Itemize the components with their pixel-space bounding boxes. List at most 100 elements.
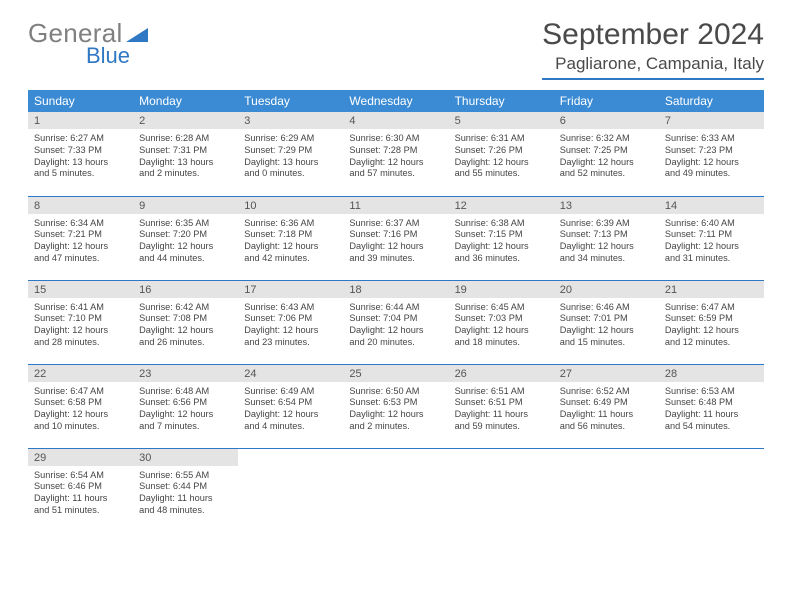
daylight-line1: Daylight: 12 hours	[34, 409, 127, 421]
daylight-line2: and 15 minutes.	[560, 337, 653, 349]
daylight-line1: Daylight: 12 hours	[349, 325, 442, 337]
daylight-line2: and 31 minutes.	[665, 253, 758, 265]
day-number: 18	[343, 281, 448, 298]
weekday-header: Saturday	[659, 90, 764, 112]
sunset: Sunset: 7:31 PM	[139, 145, 232, 157]
day-number: 25	[343, 365, 448, 382]
sunrise: Sunrise: 6:32 AM	[560, 133, 653, 145]
day-details: Sunrise: 6:33 AMSunset: 7:23 PMDaylight:…	[659, 129, 764, 185]
sunrise: Sunrise: 6:29 AM	[244, 133, 337, 145]
sunset: Sunset: 6:54 PM	[244, 397, 337, 409]
sunset: Sunset: 6:51 PM	[455, 397, 548, 409]
calendar-cell: 27Sunrise: 6:52 AMSunset: 6:49 PMDayligh…	[554, 364, 659, 448]
calendar-cell: 5Sunrise: 6:31 AMSunset: 7:26 PMDaylight…	[449, 112, 554, 196]
sunset: Sunset: 7:25 PM	[560, 145, 653, 157]
daylight-line2: and 7 minutes.	[139, 421, 232, 433]
calendar-cell: 22Sunrise: 6:47 AMSunset: 6:58 PMDayligh…	[28, 364, 133, 448]
day-details: Sunrise: 6:35 AMSunset: 7:20 PMDaylight:…	[133, 214, 238, 270]
day-details: Sunrise: 6:55 AMSunset: 6:44 PMDaylight:…	[133, 466, 238, 522]
calendar-cell: 15Sunrise: 6:41 AMSunset: 7:10 PMDayligh…	[28, 280, 133, 364]
daylight-line2: and 10 minutes.	[34, 421, 127, 433]
day-number: 14	[659, 197, 764, 214]
daylight-line1: Daylight: 12 hours	[665, 325, 758, 337]
calendar-cell	[554, 448, 659, 532]
day-details: Sunrise: 6:32 AMSunset: 7:25 PMDaylight:…	[554, 129, 659, 185]
sunset: Sunset: 7:03 PM	[455, 313, 548, 325]
day-number: 26	[449, 365, 554, 382]
sunrise: Sunrise: 6:46 AM	[560, 302, 653, 314]
sunset: Sunset: 7:33 PM	[34, 145, 127, 157]
sunset: Sunset: 7:04 PM	[349, 313, 442, 325]
day-details: Sunrise: 6:42 AMSunset: 7:08 PMDaylight:…	[133, 298, 238, 354]
sunrise: Sunrise: 6:51 AM	[455, 386, 548, 398]
sunset: Sunset: 7:16 PM	[349, 229, 442, 241]
day-details: Sunrise: 6:47 AMSunset: 6:59 PMDaylight:…	[659, 298, 764, 354]
daylight-line1: Daylight: 12 hours	[244, 409, 337, 421]
sunset: Sunset: 7:26 PM	[455, 145, 548, 157]
daylight-line2: and 51 minutes.	[34, 505, 127, 517]
calendar-cell: 2Sunrise: 6:28 AMSunset: 7:31 PMDaylight…	[133, 112, 238, 196]
day-details: Sunrise: 6:52 AMSunset: 6:49 PMDaylight:…	[554, 382, 659, 438]
daylight-line1: Daylight: 12 hours	[665, 241, 758, 253]
sunset: Sunset: 6:48 PM	[665, 397, 758, 409]
calendar-cell: 25Sunrise: 6:50 AMSunset: 6:53 PMDayligh…	[343, 364, 448, 448]
daylight-line1: Daylight: 12 hours	[34, 325, 127, 337]
daylight-line2: and 26 minutes.	[139, 337, 232, 349]
calendar-cell: 6Sunrise: 6:32 AMSunset: 7:25 PMDaylight…	[554, 112, 659, 196]
daylight-line2: and 39 minutes.	[349, 253, 442, 265]
sunrise: Sunrise: 6:49 AM	[244, 386, 337, 398]
day-details: Sunrise: 6:50 AMSunset: 6:53 PMDaylight:…	[343, 382, 448, 438]
day-number: 24	[238, 365, 343, 382]
daylight-line2: and 23 minutes.	[244, 337, 337, 349]
day-details: Sunrise: 6:39 AMSunset: 7:13 PMDaylight:…	[554, 214, 659, 270]
sunrise: Sunrise: 6:41 AM	[34, 302, 127, 314]
daylight-line1: Daylight: 12 hours	[244, 241, 337, 253]
day-number: 28	[659, 365, 764, 382]
daylight-line1: Daylight: 12 hours	[34, 241, 127, 253]
day-number: 7	[659, 112, 764, 129]
sunset: Sunset: 6:56 PM	[139, 397, 232, 409]
day-details: Sunrise: 6:49 AMSunset: 6:54 PMDaylight:…	[238, 382, 343, 438]
calendar-cell: 8Sunrise: 6:34 AMSunset: 7:21 PMDaylight…	[28, 196, 133, 280]
sunrise: Sunrise: 6:27 AM	[34, 133, 127, 145]
sunset: Sunset: 7:10 PM	[34, 313, 127, 325]
calendar-cell	[659, 448, 764, 532]
calendar-cell: 30Sunrise: 6:55 AMSunset: 6:44 PMDayligh…	[133, 448, 238, 532]
calendar-cell: 23Sunrise: 6:48 AMSunset: 6:56 PMDayligh…	[133, 364, 238, 448]
daylight-line1: Daylight: 12 hours	[139, 241, 232, 253]
daylight-line2: and 57 minutes.	[349, 168, 442, 180]
day-details: Sunrise: 6:41 AMSunset: 7:10 PMDaylight:…	[28, 298, 133, 354]
sunset: Sunset: 7:18 PM	[244, 229, 337, 241]
daylight-line2: and 56 minutes.	[560, 421, 653, 433]
calendar-cell: 28Sunrise: 6:53 AMSunset: 6:48 PMDayligh…	[659, 364, 764, 448]
sunrise: Sunrise: 6:36 AM	[244, 218, 337, 230]
day-details: Sunrise: 6:48 AMSunset: 6:56 PMDaylight:…	[133, 382, 238, 438]
weekday-header: Sunday	[28, 90, 133, 112]
calendar-cell: 10 Sunrise: 6:36 AMSunset: 7:18 PMDayligh…	[238, 196, 343, 280]
day-number: 4	[343, 112, 448, 129]
day-number: 8	[28, 197, 133, 214]
daylight-line1: Daylight: 12 hours	[560, 157, 653, 169]
daylight-line1: Daylight: 12 hours	[560, 325, 653, 337]
day-number: 22	[28, 365, 133, 382]
sunset: Sunset: 6:46 PM	[34, 481, 127, 493]
sunrise: Sunrise: 6:43 AM	[244, 302, 337, 314]
sunset: Sunset: 7:29 PM	[244, 145, 337, 157]
sunrise: Sunrise: 6:37 AM	[349, 218, 442, 230]
sunrise: Sunrise: 6:47 AM	[34, 386, 127, 398]
daylight-line2: and 55 minutes.	[455, 168, 548, 180]
daylight-line2: and 2 minutes.	[139, 168, 232, 180]
day-number: 2	[133, 112, 238, 129]
calendar-cell: 17Sunrise: 6:43 AMSunset: 7:06 PMDayligh…	[238, 280, 343, 364]
page-title: September 2024	[542, 18, 764, 52]
day-details: Sunrise: 6:44 AMSunset: 7:04 PMDaylight:…	[343, 298, 448, 354]
day-number: 17	[238, 281, 343, 298]
daylight-line2: and 47 minutes.	[34, 253, 127, 265]
daylight-line1: Daylight: 12 hours	[349, 241, 442, 253]
day-number: 10	[238, 197, 343, 214]
day-number: 6	[554, 112, 659, 129]
sunset: Sunset: 7:23 PM	[665, 145, 758, 157]
daylight-line1: Daylight: 12 hours	[455, 325, 548, 337]
sunset: Sunset: 7:21 PM	[34, 229, 127, 241]
daylight-line2: and 5 minutes.	[34, 168, 127, 180]
